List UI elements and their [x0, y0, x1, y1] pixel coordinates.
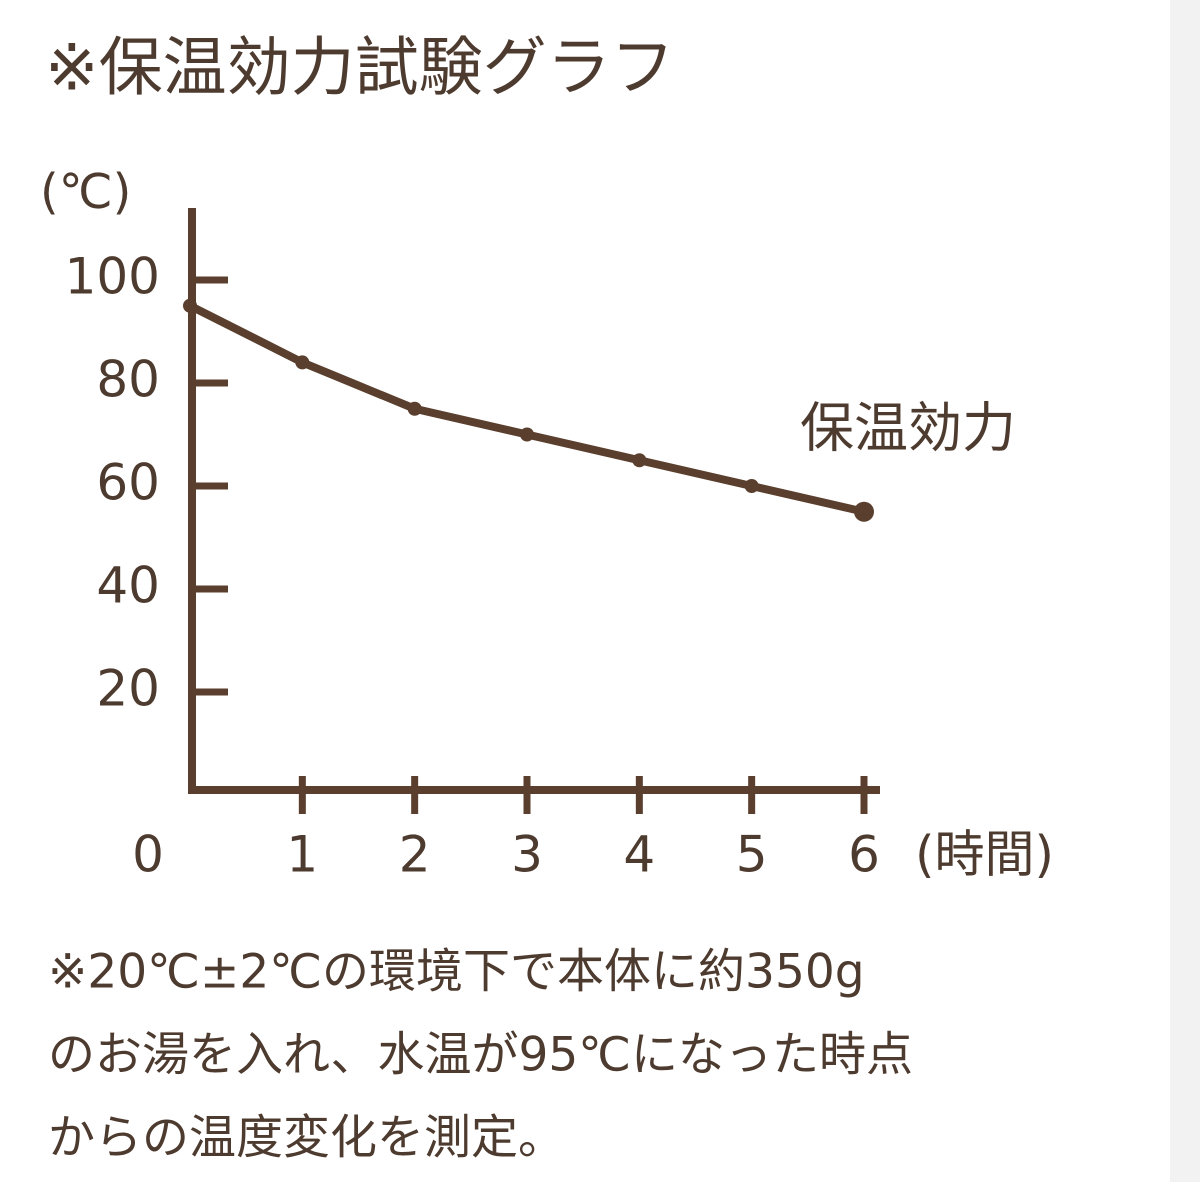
note-line: ※20℃±2℃の環境下で本体に約350g	[48, 945, 865, 1000]
y-tick-label: 60	[96, 454, 160, 512]
y-axis-label: (℃)	[40, 164, 131, 220]
x-tick-label: 1	[286, 826, 318, 884]
point	[520, 427, 534, 442]
point	[295, 355, 310, 370]
point	[632, 453, 647, 468]
point	[744, 479, 759, 493]
y-tick-label: 40	[96, 557, 160, 615]
y-tick-label: 80	[96, 351, 160, 409]
y-tick-label: 20	[96, 660, 160, 718]
series-label: 保温効力	[800, 397, 1016, 460]
point	[854, 501, 874, 522]
x-tick-label: 0	[132, 826, 164, 884]
point	[183, 298, 197, 313]
line	[188, 302, 865, 516]
x-axis-label: (時間)	[915, 826, 1054, 884]
point	[407, 401, 422, 416]
x-tick-label: 3	[511, 826, 543, 884]
x-tick-label: 6	[848, 826, 880, 884]
side-strip	[1170, 0, 1200, 1182]
note-line: のお湯を入れ、水温が95℃になった時点	[48, 1028, 913, 1083]
y-tick-label: 100	[65, 248, 160, 306]
chart-title: ※保温効力試験グラフ	[45, 32, 675, 106]
note-line: からの温度変化を測定。	[48, 1111, 565, 1166]
x-tick-label: 5	[736, 826, 768, 884]
x-tick-label: 2	[399, 826, 431, 884]
x-tick-label: 4	[623, 826, 655, 884]
